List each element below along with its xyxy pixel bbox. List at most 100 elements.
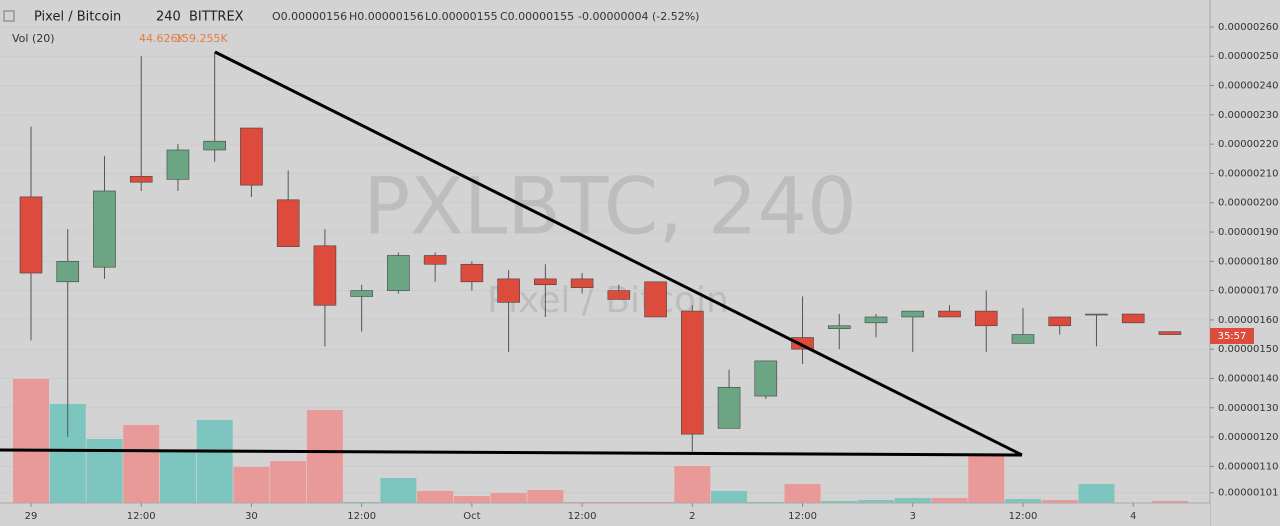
x-tick-label: 29	[25, 511, 38, 522]
x-tick-label: Oct	[463, 511, 480, 522]
volume-bar	[821, 501, 858, 503]
collapse-icon[interactable]	[3, 10, 15, 22]
x-tick-label: 3	[910, 511, 916, 522]
candle-layer	[19, 51, 1182, 452]
volume-bar	[674, 466, 711, 503]
y-tick-label: 0.00000130	[1218, 403, 1278, 414]
candle-body	[460, 263, 484, 283]
candle-body	[974, 310, 998, 327]
time-axis	[0, 503, 1210, 526]
y-tick-label: 0.00000260	[1218, 22, 1278, 33]
candle-body	[791, 337, 814, 350]
volume-bar	[86, 439, 123, 503]
volume-bar	[711, 491, 748, 503]
candle-body	[938, 310, 961, 318]
y-tick-label: 0.00000110	[1218, 461, 1278, 472]
candle-body	[1011, 334, 1035, 344]
x-tick-label: 12:00	[788, 511, 817, 522]
volume-bar	[196, 420, 233, 503]
y-tick-label: 0.00000150	[1218, 344, 1278, 355]
volume-bar	[894, 498, 931, 503]
candle-body	[19, 196, 43, 274]
candle-body	[827, 325, 851, 329]
candle-body	[56, 261, 80, 283]
volume-bar	[123, 425, 160, 503]
y-tick-label: 0.00000170	[1218, 286, 1278, 297]
y-tick-label: 0.00000250	[1218, 51, 1278, 62]
volume-label[interactable]: Vol (20)	[12, 32, 55, 45]
ohlc-high: H0.00000156	[349, 10, 424, 23]
x-tick-label: 2	[689, 511, 695, 522]
x-tick-label: 30	[245, 511, 258, 522]
candle-body	[387, 255, 410, 291]
candle-body	[1085, 313, 1108, 316]
candle-body	[607, 290, 631, 300]
axes: 0.00000260 0.00000250 0.00000240 0.00000230…	[25, 22, 1279, 522]
exchange[interactable]: BITTREX	[189, 10, 244, 25]
candle-body	[166, 149, 190, 180]
x-tick-label: 12:00	[127, 511, 156, 522]
volume-bar	[858, 500, 895, 503]
x-tick-label: 12:00	[347, 511, 376, 522]
volume-bar	[1004, 499, 1041, 503]
candle-body	[313, 245, 337, 306]
y-tick-label: 0.00000190	[1218, 227, 1278, 238]
header: Pixel / Bitcoin 240 BITTREX O0.00000156 …	[3, 10, 699, 45]
volume-bar	[380, 478, 417, 503]
candle-body	[1158, 331, 1182, 335]
volume-bar	[784, 484, 821, 503]
volume-bar	[453, 496, 490, 503]
candle-body	[423, 255, 447, 265]
candle-body	[864, 316, 888, 324]
candle-body	[1121, 313, 1145, 324]
trend-line	[0, 448, 1023, 457]
volume-bar	[1151, 501, 1188, 503]
volume-bar	[159, 452, 196, 503]
volume-bar	[417, 491, 454, 503]
y-tick-label: 0.00000101	[1218, 488, 1278, 499]
y-tick-label: 0.00000140	[1218, 373, 1278, 384]
volume-bar	[931, 498, 968, 503]
candle-body	[534, 278, 557, 286]
ohlc-close: C0.00000155	[500, 10, 574, 23]
y-tick-label: 0.00000230	[1218, 110, 1278, 121]
trend-line	[214, 50, 1023, 457]
candle-body	[570, 278, 594, 288]
watermark: PXLBTC, 240	[363, 162, 856, 252]
candle-body	[240, 127, 263, 186]
candle-body	[350, 290, 373, 297]
candle-body	[754, 360, 778, 397]
volume-bar	[527, 490, 564, 503]
price-axis	[1210, 0, 1280, 526]
volume-bar	[968, 456, 1005, 503]
candle-body	[717, 386, 741, 429]
y-tick-label: 0.00000200	[1218, 198, 1278, 209]
y-tick-label: 0.00000180	[1218, 256, 1278, 267]
volume-bar	[490, 493, 527, 503]
volume-layer	[13, 379, 1188, 503]
y-tick-label: 0.00000120	[1218, 432, 1278, 443]
volume-ma: 159.255K	[175, 32, 228, 45]
y-tick-label: 0.00000160	[1218, 315, 1278, 326]
candle-body	[1048, 316, 1072, 327]
volume-bar	[270, 461, 307, 503]
candle-body	[129, 176, 153, 183]
ohlc-low: L0.00000155	[425, 10, 498, 23]
countdown: 35:57	[1218, 331, 1247, 342]
symbol: Pixel / Bitcoin	[34, 10, 121, 25]
candle-body	[681, 310, 704, 435]
volume-bar	[306, 410, 343, 503]
candle-body	[203, 140, 226, 151]
y-tick-label: 0.00000210	[1218, 168, 1278, 179]
candle-body	[276, 199, 300, 247]
countdown-box	[1210, 328, 1254, 344]
volume-value: 44.626K	[139, 32, 185, 45]
volume-bar	[13, 379, 49, 503]
interval[interactable]: 240	[156, 10, 181, 25]
candle-body	[497, 278, 520, 303]
candle-body	[644, 281, 667, 318]
x-tick-label: 12:00	[568, 511, 597, 522]
volume-bar	[1041, 500, 1078, 503]
x-tick-label: 12:00	[1009, 511, 1038, 522]
